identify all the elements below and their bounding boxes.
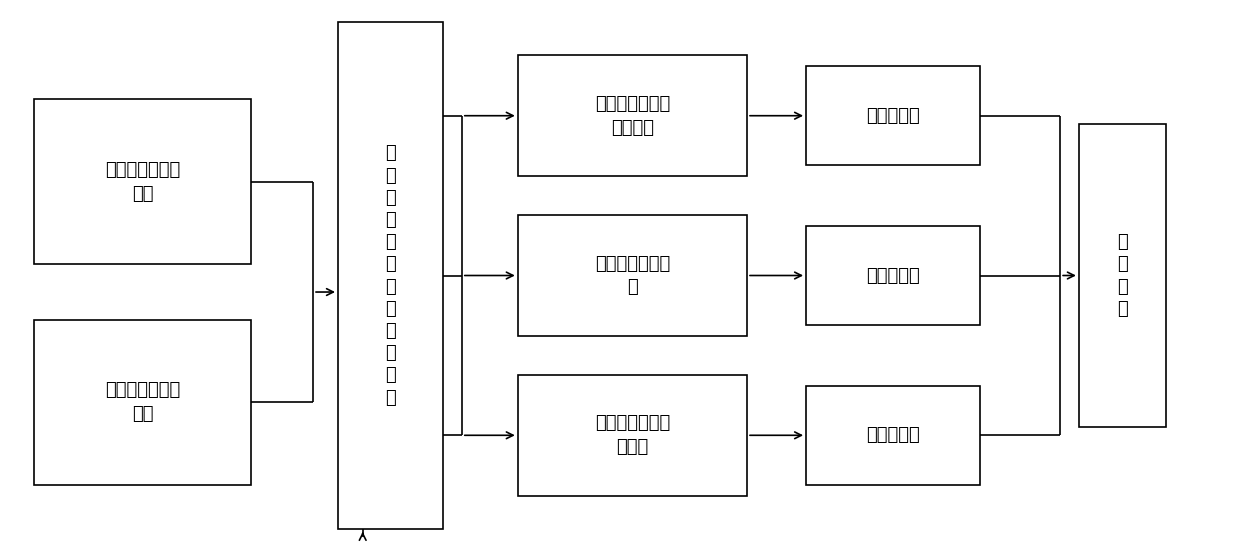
Text: 多
机
械
手
／
腿
协
调
控
制
决
策: 多 机 械 手 ／ 腿 协 调 控 制 决 策 [386,144,396,407]
Bar [806,226,980,325]
Bar [806,386,980,485]
Text: 换挡机械手: 换挡机械手 [866,107,920,125]
Text: 制动机械腿: 制动机械腿 [866,267,920,284]
Text: 驾驶动作控制指
令表: 驾驶动作控制指 令表 [105,381,180,423]
Text: 换挡位置、力闭
合环控制: 换挡位置、力闭 合环控制 [595,95,670,137]
Bar [517,375,746,496]
Bar [337,22,444,529]
Text: 驾驶循环工况车
速表: 驾驶循环工况车 速表 [105,161,180,203]
Text: 节气门开度闭合
环控制: 节气门开度闭合 环控制 [595,414,670,456]
Bar [806,66,980,165]
Text: 试
验
车
辆: 试 验 车 辆 [1117,233,1127,318]
Bar [517,55,746,176]
Bar [517,215,746,336]
Bar [35,320,250,485]
Text: 制动力闭合环控
制: 制动力闭合环控 制 [595,255,670,296]
Bar [1079,124,1166,427]
Text: 油门机械腿: 油门机械腿 [866,426,920,444]
Bar [35,99,250,264]
